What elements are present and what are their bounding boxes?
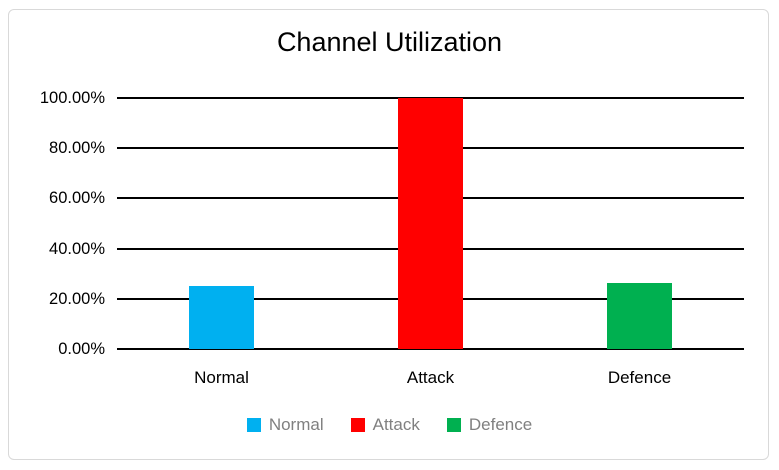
legend-item-normal: Normal [246, 415, 324, 435]
chart-frame [8, 9, 769, 460]
legend-label-attack: Attack [372, 415, 420, 434]
bar-attack [398, 98, 463, 349]
y-tick-label-80: 80.00% [49, 139, 105, 158]
legend-label-normal: Normal [268, 415, 324, 434]
bar-normal [189, 286, 254, 349]
x-category-label-attack: Attack [406, 368, 455, 387]
legend-label-defence: Defence [468, 415, 533, 434]
y-tick-label-100: 100.00% [39, 89, 105, 107]
legend-swatch-normal [246, 418, 261, 432]
x-category-label-defence: Defence [607, 368, 672, 387]
plot-area [117, 97, 744, 350]
legend-swatch-defence [446, 418, 461, 432]
gridline-0 [117, 348, 744, 350]
y-tick-label-40: 40.00% [49, 239, 105, 258]
legend: Normal Attack Defence [0, 412, 779, 438]
legend-item-defence: Defence [446, 415, 533, 435]
y-tick-label-60: 60.00% [49, 189, 105, 208]
x-category-label-normal: Normal [194, 368, 249, 387]
legend-item-attack: Attack [350, 415, 420, 435]
chart-title: Channel Utilization [276, 27, 503, 57]
y-tick-label-20: 20.00% [49, 289, 105, 308]
legend-swatch-attack [350, 418, 365, 432]
y-tick-label-0: 0.00% [58, 340, 105, 358]
bar-defence [607, 282, 672, 349]
